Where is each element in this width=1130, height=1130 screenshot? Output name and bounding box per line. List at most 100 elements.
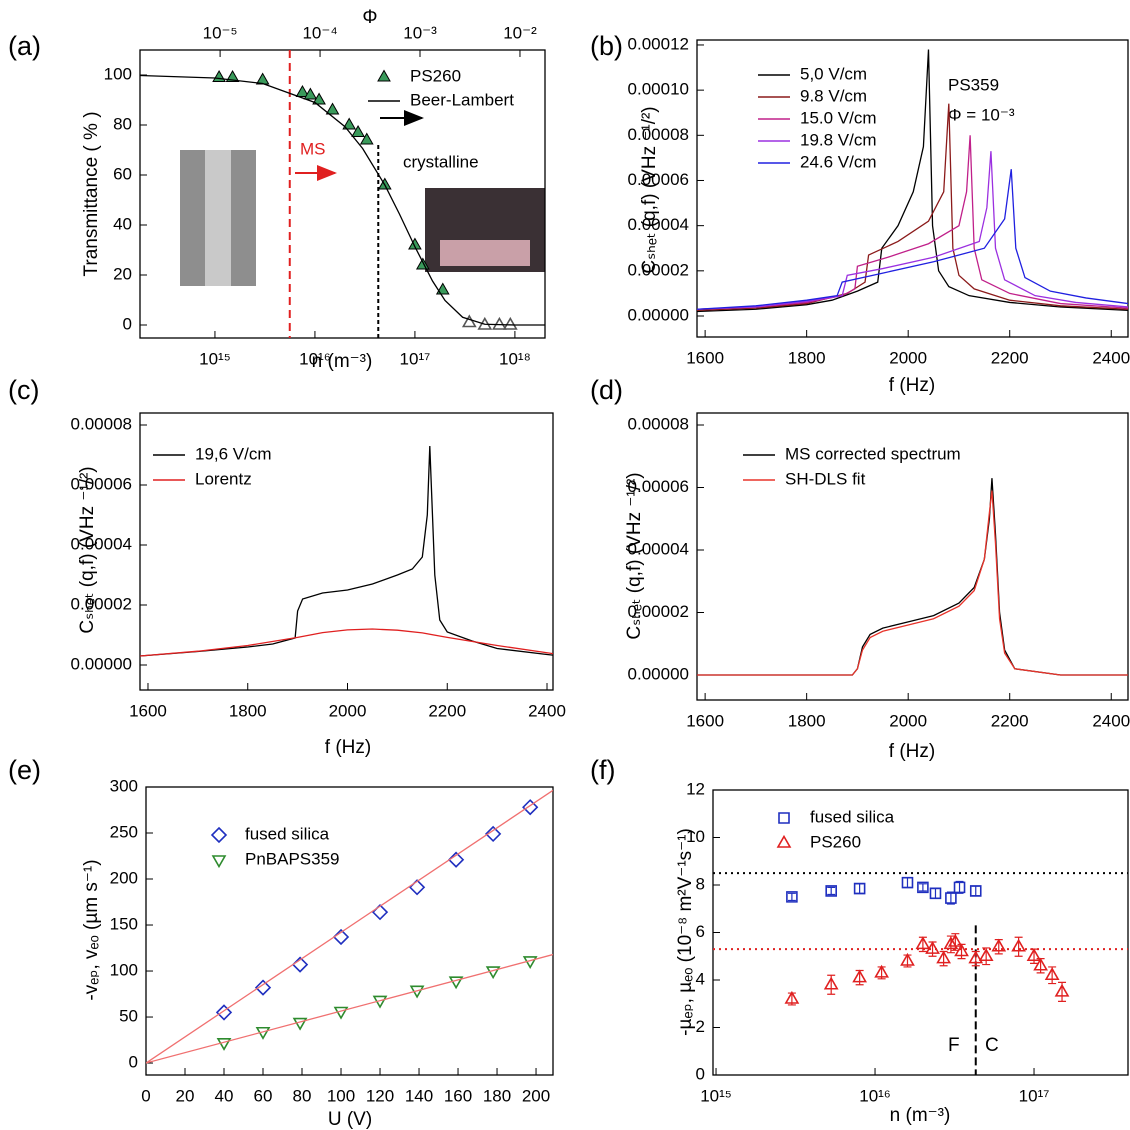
marker — [415, 257, 430, 270]
y-tick-label: 0.00006 — [71, 474, 132, 493]
x-tick-label: 1600 — [686, 711, 724, 730]
y-tick-label: 200 — [110, 868, 138, 887]
marker — [917, 881, 929, 894]
x2-axis-label: Φ — [362, 7, 377, 28]
marker — [312, 92, 326, 105]
x-tick-label: 100 — [327, 1086, 355, 1105]
marker — [484, 825, 502, 843]
marker — [776, 834, 792, 848]
y-tick-label: 4 — [696, 969, 705, 988]
marker — [408, 879, 426, 896]
line — [697, 169, 1128, 310]
y-tick-label: 0.00004 — [71, 534, 132, 553]
error-bar — [918, 883, 927, 892]
line — [697, 151, 1128, 310]
marker — [978, 948, 994, 962]
marker — [936, 950, 951, 964]
marker — [786, 891, 798, 903]
annotation: Φ = 10⁻³ — [948, 105, 1015, 124]
y-tick-label: 0.00000 — [628, 664, 689, 683]
marker — [211, 855, 227, 869]
y-tick-label: 0.00000 — [628, 305, 689, 324]
error-bar — [946, 891, 955, 905]
annotation: PS359 — [948, 75, 999, 94]
legend-label: PS260 — [410, 66, 461, 85]
panel-label: (f) — [590, 755, 615, 785]
x-tick-label: 10¹⁶ — [859, 1086, 891, 1105]
y-tick-label: 0.00008 — [71, 414, 132, 433]
x-tick-label: 2400 — [1092, 348, 1130, 367]
marker — [778, 812, 790, 824]
marker — [954, 943, 969, 957]
x-tick-label: 2400 — [528, 701, 566, 720]
marker — [522, 799, 539, 816]
y-tick-label: 0.00002 — [628, 602, 689, 621]
plot-area — [697, 49, 1128, 313]
marker — [303, 87, 318, 100]
x-axis-label: f (Hz) — [889, 375, 935, 396]
line — [140, 445, 553, 657]
marker — [254, 979, 272, 996]
y-tick-label: 0 — [696, 1064, 705, 1083]
marker — [216, 1037, 232, 1051]
y-tick-label: 100 — [104, 64, 132, 83]
marker — [852, 969, 867, 983]
x-tick-label: 1600 — [686, 348, 724, 367]
marker — [485, 966, 501, 980]
marker — [502, 316, 518, 330]
plot-area — [140, 445, 553, 657]
marker — [874, 964, 889, 978]
plot-frame — [696, 39, 1129, 338]
marker — [969, 885, 982, 897]
error-bar — [827, 886, 836, 896]
x-tick-label: 10¹⁶ — [299, 349, 331, 368]
y-tick-label: 0.00004 — [628, 215, 689, 234]
error-bar — [931, 887, 940, 899]
x-tick-label: 180 — [483, 1086, 511, 1105]
legend-label: 24.6 V/cm — [800, 152, 877, 171]
marker — [1011, 938, 1026, 952]
x-tick-label: 120 — [366, 1086, 394, 1105]
y-tick-label: 50 — [119, 1007, 138, 1026]
marker — [210, 826, 228, 844]
x-axis-label: U (V) — [328, 1109, 372, 1130]
marker — [945, 892, 957, 904]
x-tick-label: 0 — [141, 1086, 150, 1105]
legend-label: Beer-Lambert — [410, 90, 514, 109]
y-tick-label: 20 — [113, 264, 132, 283]
x2-tick-label: 10⁻⁴ — [302, 23, 337, 42]
line — [146, 789, 553, 1064]
annotation: F — [948, 1035, 960, 1056]
y-axis-label: Cₛₕₑₜ (q,f) (VHz ⁻¹/²) — [77, 466, 98, 633]
x-tick-label: 2200 — [428, 701, 466, 720]
line — [697, 478, 1128, 676]
marker — [342, 117, 357, 130]
x-tick-label: 40 — [215, 1086, 234, 1105]
panel-label: (e) — [8, 755, 41, 785]
x-tick-label: 10¹⁵ — [700, 1086, 732, 1105]
line — [140, 628, 553, 657]
legend-label: SH-DLS fit — [785, 469, 866, 488]
error-bar — [855, 883, 864, 894]
annotation: MS — [300, 139, 326, 158]
legend-label: 19.8 V/cm — [800, 130, 877, 149]
annotation: C — [985, 1035, 999, 1056]
y-tick-label: 2 — [696, 1017, 705, 1036]
panel-label: (c) — [8, 375, 39, 405]
x-tick-label: 10¹⁵ — [199, 349, 231, 368]
y-tick-label: 0.00008 — [628, 125, 689, 144]
marker — [359, 132, 374, 145]
marker — [1054, 983, 1070, 997]
marker — [295, 84, 310, 97]
x-tick-label: 20 — [176, 1086, 195, 1105]
marker — [332, 928, 350, 946]
legend-label: fused silica — [810, 807, 895, 826]
x2-tick-label: 10⁻³ — [403, 23, 437, 42]
plot-frame — [145, 786, 554, 1076]
y-tick-label: 0 — [123, 314, 132, 333]
error-bar — [971, 885, 980, 897]
y-tick-label: 0.00012 — [628, 34, 689, 53]
marker — [901, 876, 914, 889]
marker — [991, 938, 1007, 952]
